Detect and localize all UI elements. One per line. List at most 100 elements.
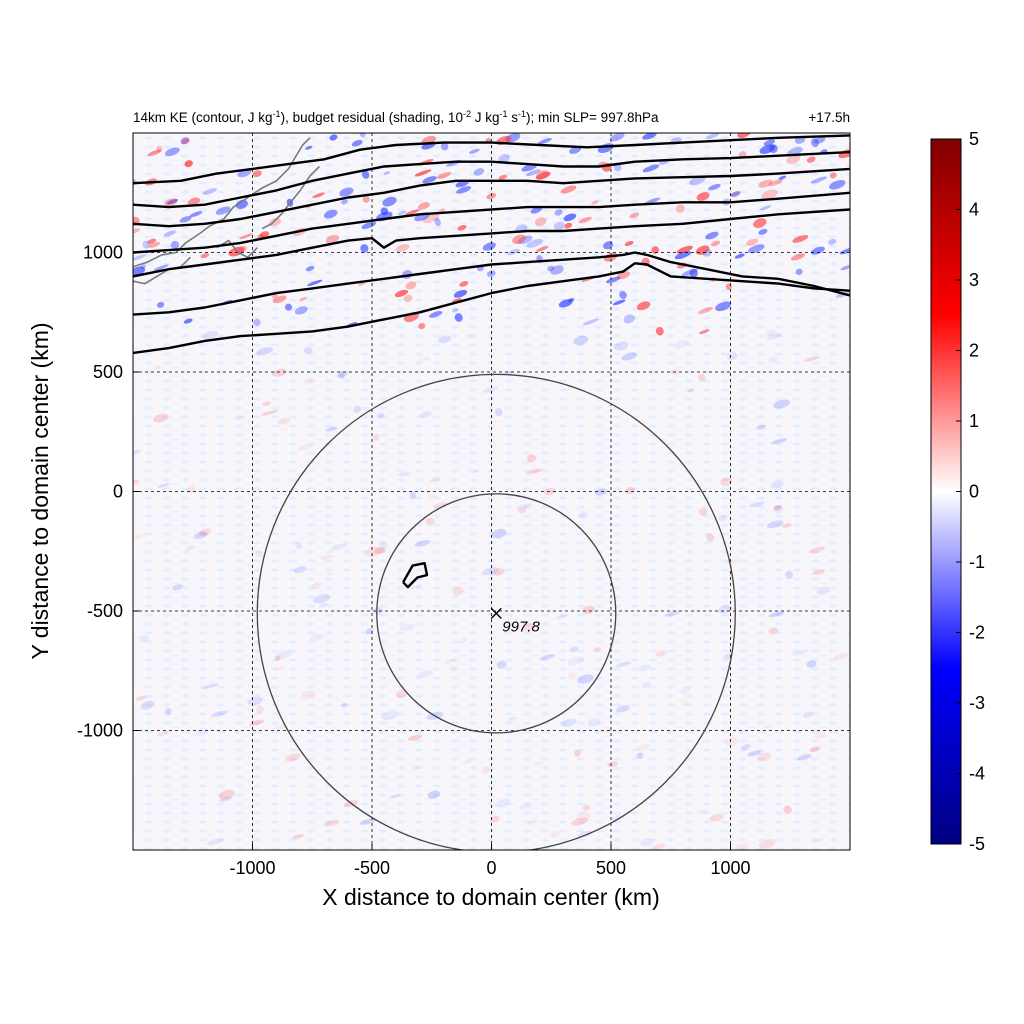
ke-contour-line [133,167,850,228]
residual-blob [274,665,287,671]
residual-blob [832,652,850,660]
residual-blob [758,179,773,188]
y-axis-ticks: -1000 -500 0 500 1000 [77,243,139,741]
ke-contour-line [133,208,850,278]
residual-blob [526,169,541,177]
residual-blob [554,209,563,216]
residual-blob [140,264,147,269]
residual-blob [768,611,785,618]
residual-blob [486,193,497,200]
colorbar-tick-label: 3 [969,270,979,290]
residual-blob [702,249,712,257]
residual-blob [156,301,165,308]
residual-blob [507,716,516,722]
residual-blob [207,837,225,845]
ke-contours [133,134,850,589]
residual-blob [676,245,693,254]
residual-blob [783,805,792,815]
x-tick-label: 500 [596,858,626,878]
colorbar-tick-label: -4 [969,764,985,784]
residual-blob [256,347,274,356]
residual-blob [409,491,417,500]
residual-blob [636,752,644,759]
residual-blob [629,212,640,219]
residual-blob [624,241,634,246]
ke-contour-small [402,562,429,589]
residual-blob [249,719,265,726]
residual-blob [534,217,547,227]
residual-blob [133,228,141,234]
residual-blob [569,646,579,653]
residual-blob [429,311,443,318]
residual-blob [763,139,776,146]
residual-blob [792,649,809,656]
residual-blob [811,138,819,147]
residual-blob [723,653,733,660]
residual-blob [569,146,582,154]
residual-blob [397,210,407,216]
residual-blob [673,340,690,348]
residual-blob [142,240,151,249]
residual-blob [550,265,564,275]
residual-blob [642,133,657,140]
coastline-segment [133,256,191,285]
residual-blob [614,341,629,351]
residual-blob [312,192,325,199]
residual-blob [578,216,592,224]
residual-blob [457,638,468,644]
center-marker [490,607,502,619]
residual-blob [422,176,437,184]
plot-background [133,133,850,850]
residual-blob [730,190,741,197]
residual-blob [623,314,635,324]
residual-blob [181,138,190,145]
residual-blob [361,221,377,229]
residual-blob [806,156,816,163]
range-rings [256,373,736,850]
residual-blob [517,235,533,245]
residual-blob [737,133,751,138]
residual-blob [338,370,345,379]
residual-blob [605,276,621,284]
residual-blob [787,147,803,156]
y-axis-label: Y distance to domain center (km) [27,322,53,659]
residual-blob [259,231,270,238]
residual-blob [449,665,457,672]
residual-blob [726,351,738,361]
residual-blob [379,541,388,550]
residual-blob [526,238,544,248]
residual-blob [192,727,209,737]
residual-blob [235,199,248,209]
residual-blob [284,303,293,311]
residual-blob [698,306,714,314]
residual-blob [518,803,533,810]
residual-blob [218,789,235,800]
residual-blob [276,417,291,425]
residual-blob [376,412,385,419]
x-tick-label: 1000 [710,858,750,878]
colorbar-tick-label: -3 [969,693,985,713]
residual-blob [429,477,441,483]
residual-blob [482,386,499,394]
residual-blob [619,290,627,300]
residual-blob [255,550,264,558]
residual-blob [725,559,739,565]
residual-blob [797,754,812,761]
residual-blob [803,356,821,362]
residual-blob [560,718,577,727]
residual-blob [202,188,217,195]
residual-blob [720,477,733,487]
residual-blob [697,809,708,814]
residual-blob [237,245,248,253]
residual-blob [536,246,549,252]
residual-blob [828,238,837,245]
residual-blob [389,794,401,799]
residual-blob [564,222,572,229]
residual-blob [440,142,449,151]
residual-blob [326,572,334,576]
residual-blob [325,426,338,432]
residual-blob [680,686,691,695]
residual-blob [374,547,386,555]
residual-blob [758,839,776,849]
residual-blob [179,215,192,223]
